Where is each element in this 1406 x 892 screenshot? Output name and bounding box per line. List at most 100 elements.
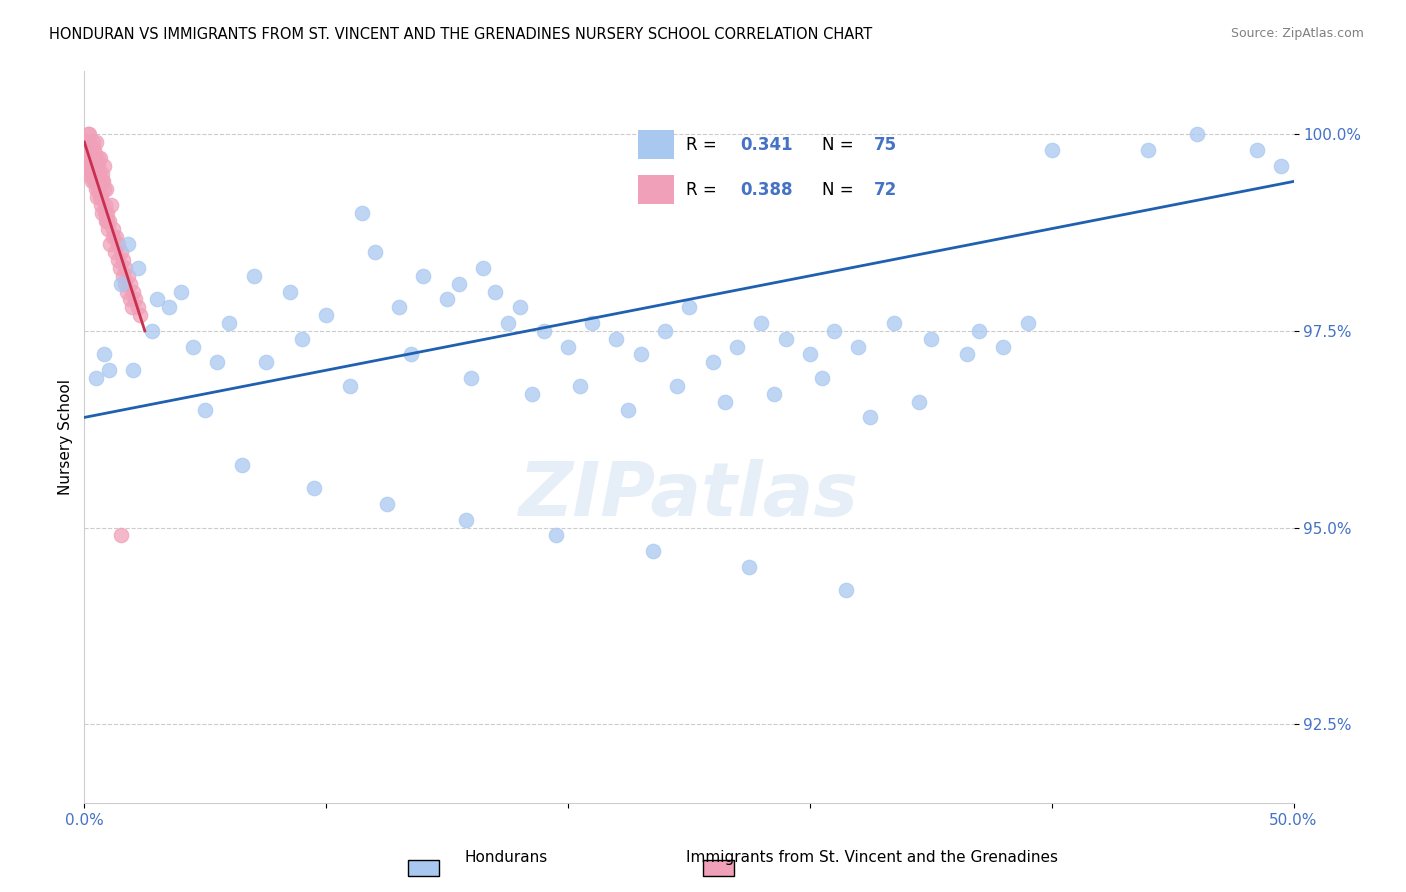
Point: [557, 340, 579, 354]
Point: [91, 174, 114, 188]
Point: [84, 182, 107, 196]
Point: [79, 143, 101, 157]
Point: [93, 182, 115, 196]
Point: [146, 293, 169, 307]
Point: [714, 394, 737, 409]
Point: [1246, 143, 1268, 157]
Point: [97, 363, 120, 377]
Text: R =: R =: [686, 136, 723, 153]
Point: [654, 324, 676, 338]
Point: [77, 135, 100, 149]
Point: [75, 151, 97, 165]
Point: [80, 167, 103, 181]
Y-axis label: Nursery School: Nursery School: [58, 379, 73, 495]
Text: N =: N =: [823, 181, 859, 199]
Point: [170, 285, 193, 299]
Point: [412, 268, 434, 283]
Point: [91, 174, 114, 188]
Text: 72: 72: [873, 181, 897, 199]
Point: [94, 206, 117, 220]
Point: [76, 143, 98, 157]
Point: [76, 159, 98, 173]
Point: [181, 340, 204, 354]
Text: HONDURAN VS IMMIGRANTS FROM ST. VINCENT AND THE GRENADINES NURSERY SCHOOL CORREL: HONDURAN VS IMMIGRANTS FROM ST. VINCENT …: [49, 27, 873, 42]
Point: [96, 206, 118, 220]
Point: [75, 167, 97, 181]
Point: [254, 355, 277, 369]
Point: [112, 253, 135, 268]
Point: [993, 340, 1015, 354]
Point: [665, 379, 688, 393]
Point: [157, 301, 180, 315]
Point: [97, 214, 120, 228]
Point: [121, 285, 143, 299]
Point: [630, 347, 652, 361]
Point: [77, 135, 100, 149]
Point: [79, 159, 101, 173]
Point: [87, 167, 110, 181]
Point: [83, 151, 105, 165]
Point: [107, 253, 129, 268]
Text: ZIPatlas: ZIPatlas: [519, 459, 859, 533]
Point: [86, 135, 108, 149]
Point: [117, 268, 139, 283]
Point: [86, 182, 108, 196]
Point: [86, 151, 108, 165]
Point: [100, 237, 122, 252]
Point: [84, 174, 107, 188]
Point: [110, 528, 132, 542]
Point: [883, 316, 905, 330]
Point: [114, 277, 136, 291]
Point: [94, 198, 117, 212]
Point: [86, 371, 108, 385]
Point: [121, 301, 143, 315]
Point: [86, 190, 108, 204]
Point: [94, 182, 117, 196]
Point: [87, 159, 110, 173]
Point: [472, 260, 495, 275]
Point: [375, 497, 398, 511]
Point: [339, 379, 361, 393]
Point: [1040, 143, 1063, 157]
Point: [1137, 143, 1160, 157]
Point: [82, 135, 104, 149]
Point: [967, 324, 990, 338]
Point: [678, 301, 700, 315]
Point: [1270, 159, 1292, 173]
Point: [702, 355, 724, 369]
Point: [302, 481, 325, 495]
Point: [569, 379, 592, 393]
Point: [315, 308, 337, 322]
Point: [811, 371, 834, 385]
Point: [91, 167, 114, 181]
Point: [90, 206, 112, 220]
Point: [117, 237, 139, 252]
Bar: [638, 130, 673, 159]
Point: [738, 559, 761, 574]
Point: [84, 159, 107, 173]
Point: [82, 174, 104, 188]
Point: [859, 410, 882, 425]
Point: [520, 387, 543, 401]
Point: [77, 128, 100, 142]
Point: [101, 229, 124, 244]
Point: [89, 190, 111, 204]
Bar: [638, 176, 673, 204]
Point: [82, 143, 104, 157]
Point: [581, 316, 603, 330]
Point: [94, 214, 117, 228]
Point: [117, 285, 139, 299]
Text: 0.388: 0.388: [741, 181, 793, 199]
Point: [907, 394, 929, 409]
Point: [89, 167, 111, 181]
Point: [141, 324, 163, 338]
Point: [436, 293, 458, 307]
Text: Hondurans: Hondurans: [464, 850, 548, 865]
Point: [456, 513, 478, 527]
Point: [90, 190, 112, 204]
Point: [484, 285, 506, 299]
Point: [93, 347, 115, 361]
Text: 0.341: 0.341: [741, 136, 793, 153]
Point: [278, 285, 301, 299]
Point: [194, 402, 217, 417]
